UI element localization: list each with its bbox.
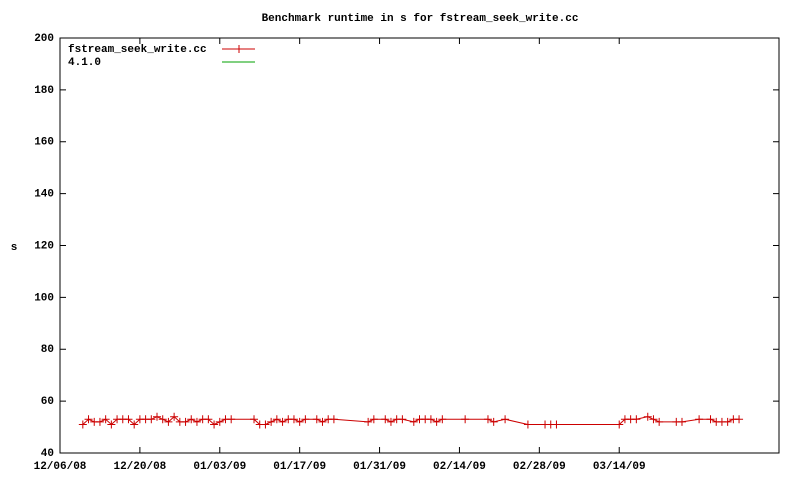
point-marker <box>615 420 624 429</box>
point-marker <box>295 417 304 426</box>
x-tick-label: 12/20/08 <box>113 461 166 473</box>
point-marker <box>187 415 196 424</box>
point-marker <box>677 417 686 426</box>
point-marker <box>655 417 664 426</box>
point-marker <box>164 417 173 426</box>
point-marker <box>267 417 276 426</box>
point-marker <box>170 412 179 421</box>
point-marker <box>329 415 338 424</box>
point-marker <box>158 415 167 424</box>
point-marker <box>552 420 561 429</box>
point-marker <box>84 415 93 424</box>
point-marker <box>501 415 510 424</box>
x-tick-label: 03/14/09 <box>593 461 646 473</box>
point-marker <box>130 420 139 429</box>
point-marker <box>632 415 641 424</box>
point-marker <box>95 417 104 426</box>
point-marker <box>432 417 441 426</box>
y-tick-label: 40 <box>41 448 54 460</box>
point-marker <box>426 415 435 424</box>
point-marker <box>369 415 378 424</box>
point-marker <box>272 415 281 424</box>
point-marker <box>381 415 390 424</box>
point-marker <box>695 415 704 424</box>
legend-label: fstream_seek_write.cc <box>68 44 207 56</box>
y-tick-label: 200 <box>34 33 54 45</box>
x-tick-label: 02/14/09 <box>433 461 486 473</box>
point-marker <box>489 417 498 426</box>
point-marker <box>723 417 732 426</box>
point-marker <box>461 415 470 424</box>
point-marker <box>278 417 287 426</box>
x-tick-label: 12/06/08 <box>34 461 87 473</box>
point-marker <box>107 420 116 429</box>
x-tick-label: 01/31/09 <box>353 461 406 473</box>
point-marker <box>398 415 407 424</box>
series-line <box>82 416 740 426</box>
point-marker <box>181 417 190 426</box>
point-marker <box>101 415 110 424</box>
point-marker <box>523 420 532 429</box>
point-marker <box>301 415 310 424</box>
point-marker <box>192 417 201 426</box>
y-tick-label: 100 <box>34 292 54 304</box>
y-tick-label: 180 <box>34 85 54 97</box>
y-tick-label: 60 <box>41 396 54 408</box>
y-tick-label: 160 <box>34 137 54 149</box>
y-tick-label: 120 <box>34 240 54 252</box>
point-marker <box>318 417 327 426</box>
legend-marker <box>235 45 243 53</box>
point-marker <box>735 415 744 424</box>
point-marker <box>483 415 492 424</box>
point-marker <box>250 415 259 424</box>
x-tick-label: 01/17/09 <box>273 461 326 473</box>
y-tick-label: 140 <box>34 189 54 201</box>
point-marker <box>215 417 224 426</box>
point-marker <box>312 415 321 424</box>
point-marker <box>210 420 219 429</box>
point-marker <box>364 417 373 426</box>
x-tick-label: 02/28/09 <box>513 461 566 473</box>
plot-frame <box>59 37 780 454</box>
point-marker <box>409 417 418 426</box>
legend-label: 4.1.0 <box>68 57 101 69</box>
point-marker <box>289 415 298 424</box>
chart-title: Benchmark runtime in s for fstream_seek_… <box>262 13 579 25</box>
point-marker <box>706 415 715 424</box>
y-axis-label: s <box>11 242 18 254</box>
point-marker <box>643 412 652 421</box>
point-marker <box>227 415 236 424</box>
point-marker <box>147 415 156 424</box>
point-marker <box>386 417 395 426</box>
point-marker <box>649 415 658 424</box>
point-marker <box>204 415 213 424</box>
point-marker <box>261 420 270 429</box>
y-tick-label: 80 <box>41 344 54 356</box>
point-marker <box>153 412 162 421</box>
point-marker <box>438 415 447 424</box>
point-marker <box>124 415 133 424</box>
x-tick-label: 01/03/09 <box>193 461 246 473</box>
point-marker <box>78 420 87 429</box>
